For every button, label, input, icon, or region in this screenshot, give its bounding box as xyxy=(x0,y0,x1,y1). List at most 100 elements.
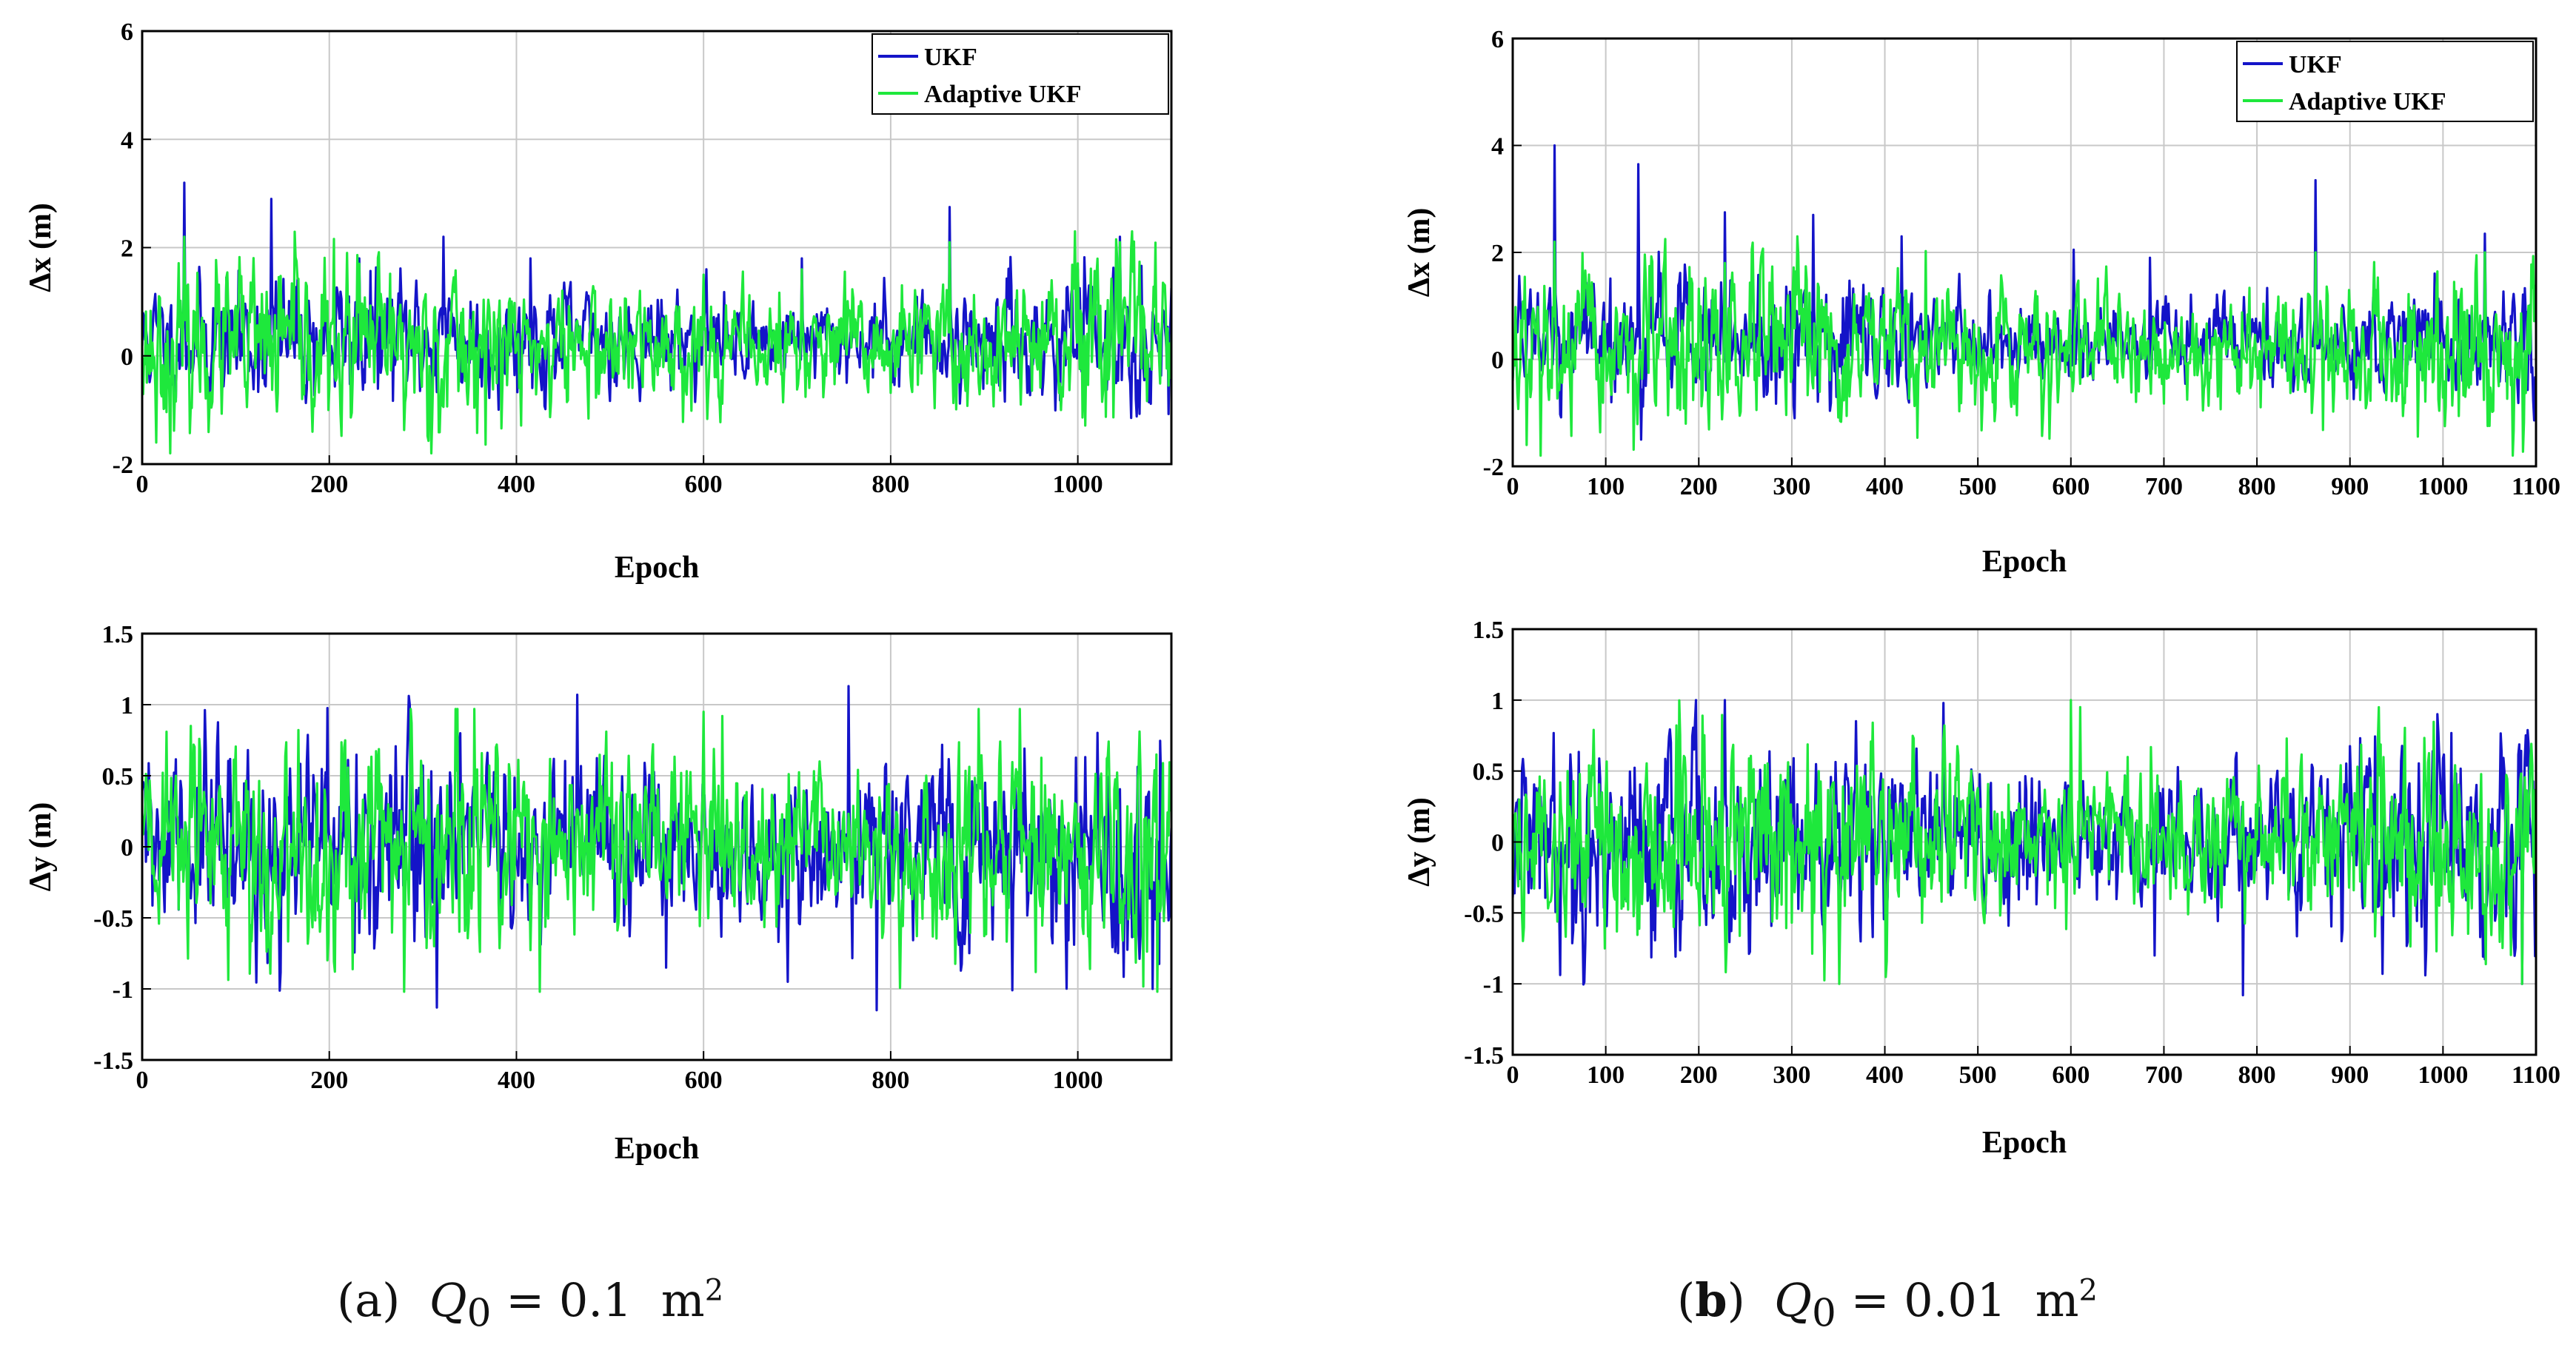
y-tick-label: 0.5 xyxy=(102,763,134,791)
y-tick-label: 0 xyxy=(1491,830,1504,857)
caption-a-equals: = xyxy=(506,1273,545,1327)
x-axis-label: Epoch xyxy=(1982,1126,2067,1160)
series-line-adaptive-ukf xyxy=(1513,699,2536,985)
x-tick-label: 1100 xyxy=(2512,1061,2560,1089)
x-tick-label: 800 xyxy=(2238,1061,2276,1089)
y-axis-label: Δy (m) xyxy=(1402,797,1436,887)
x-tick-label: 700 xyxy=(2145,473,2183,500)
y-tick-label: 0 xyxy=(1491,347,1504,375)
series-line-adaptive-ukf xyxy=(1513,235,2536,457)
chart-b-dy: 0 100 200 300 400 500 600 700 800 900 1000 1100 -1.5… xyxy=(1402,617,2560,1160)
x-tick-label: 1000 xyxy=(1053,471,1103,498)
y-tick-label: 2 xyxy=(1491,240,1504,267)
caption-b-equals: = xyxy=(1850,1273,1890,1327)
x-tick-label: 0 xyxy=(1507,1061,1519,1089)
legend-label-ukf: UKF xyxy=(2289,51,2342,78)
x-tick-label: 100 xyxy=(1587,473,1625,500)
x-tick-label: 600 xyxy=(685,1067,723,1094)
chart-a-dy: 0 200 400 600 800 1000 -1.5 -1 -0.5 0 0.5 1 1.5 Epoch… xyxy=(24,621,1173,1166)
x-tick-label: 0 xyxy=(136,1067,149,1094)
caption-a-subscript: 0 xyxy=(466,1291,492,1336)
caption-b-label: b xyxy=(1695,1273,1727,1327)
y-axis-label: Δy (m) xyxy=(24,802,58,892)
y-tick-label: -1.5 xyxy=(93,1047,133,1075)
x-tick-label: 500 xyxy=(1959,473,1997,500)
y-tick-label: 0.5 xyxy=(1473,759,1505,786)
y-tick-label: -0.5 xyxy=(1464,900,1504,927)
x-tick-label: 200 xyxy=(310,1067,348,1094)
x-tick-label: 800 xyxy=(872,471,909,498)
caption-a-unit-exp: 2 xyxy=(704,1273,724,1308)
legend: UKF Adaptive UKF xyxy=(872,33,1169,115)
legend-label-adaptive-ukf: Adaptive UKF xyxy=(2289,88,2446,115)
y-tick-label: -2 xyxy=(1483,454,1504,481)
chart-b-dx: 0 100 200 300 400 500 600 700 800 900 1000 1100-202… xyxy=(1402,26,2560,579)
y-tick-label: 1.5 xyxy=(102,621,134,648)
caption-a-value: 0.1 xyxy=(558,1273,632,1327)
caption-b: (b) Q0 = 0.01 m2 xyxy=(1677,1273,2098,1336)
y-tick-label: 0 xyxy=(121,834,133,862)
x-tick-label: 600 xyxy=(685,471,723,498)
x-tick-label: 0 xyxy=(1507,473,1519,500)
y-tick-label: -1 xyxy=(1483,971,1504,999)
y-axis-label: Δx (m) xyxy=(24,203,58,292)
y-axis-label: Δx (m) xyxy=(1402,208,1436,298)
x-tick-label: 200 xyxy=(1680,473,1718,500)
x-tick-label: 600 xyxy=(2052,473,2090,500)
x-tick-label: 200 xyxy=(310,471,348,498)
series-line-adaptive-ukf xyxy=(142,708,1171,993)
y-tick-label: 1 xyxy=(1491,688,1504,715)
y-tick-label: 6 xyxy=(121,19,133,46)
series-line-adaptive-ukf xyxy=(142,230,1171,454)
x-tick-label: 600 xyxy=(2052,1061,2090,1089)
y-tick-label: 1.5 xyxy=(1473,617,1505,644)
x-tick-label: 1000 xyxy=(1053,1067,1103,1094)
x-tick-label: 400 xyxy=(1866,473,1904,500)
caption-a-label: a xyxy=(355,1273,383,1327)
y-tick-label: 4 xyxy=(121,127,133,154)
x-tick-label: 1000 xyxy=(2418,473,2468,500)
x-tick-label: 700 xyxy=(2145,1061,2183,1089)
y-tick-label: 4 xyxy=(1491,133,1504,161)
x-tick-label: 800 xyxy=(872,1067,909,1094)
y-tick-label: -1 xyxy=(113,976,133,1004)
caption-b-value: 0.01 xyxy=(1904,1273,2007,1327)
x-tick-label: 400 xyxy=(498,1067,535,1094)
x-axis-label: Epoch xyxy=(1982,545,2067,579)
x-tick-label: 1000 xyxy=(2418,1061,2468,1089)
x-axis-label: Epoch xyxy=(615,1132,699,1166)
x-tick-label: 100 xyxy=(1587,1061,1625,1089)
caption-b-subscript: 0 xyxy=(1812,1291,1836,1336)
caption-a-symbol: Q xyxy=(429,1273,467,1327)
y-tick-label: 2 xyxy=(121,235,133,263)
y-tick-label: 0 xyxy=(121,343,133,371)
y-tick-label: -2 xyxy=(113,452,133,479)
legend-box xyxy=(872,33,1169,115)
x-tick-label: 900 xyxy=(2331,1061,2369,1089)
y-tick-label: 1 xyxy=(121,692,133,719)
legend-box xyxy=(2236,41,2534,122)
x-tick-label: 300 xyxy=(1773,473,1810,500)
x-tick-label: 1100 xyxy=(2512,473,2560,500)
x-tick-label: 500 xyxy=(1959,1061,1997,1089)
x-tick-label: 400 xyxy=(498,471,535,498)
caption-b-unit-exp: 2 xyxy=(2078,1273,2098,1308)
legend: UKF Adaptive UKF xyxy=(2236,41,2534,122)
y-tick-label: 6 xyxy=(1491,26,1504,53)
x-tick-label: 200 xyxy=(1680,1061,1718,1089)
x-tick-label: 800 xyxy=(2238,473,2276,500)
x-tick-label: 900 xyxy=(2331,473,2369,500)
x-tick-label: 300 xyxy=(1773,1061,1810,1089)
caption-b-symbol: Q xyxy=(1774,1273,1813,1327)
x-axis-label: Epoch xyxy=(615,551,699,585)
caption-a: (a) Q0 = 0.1 m2 xyxy=(337,1273,724,1336)
legend-label-adaptive-ukf: Adaptive UKF xyxy=(924,81,1082,108)
caption-b-unit: m xyxy=(2035,1273,2079,1327)
x-tick-label: 0 xyxy=(136,471,149,498)
legend-label-ukf: UKF xyxy=(924,44,977,71)
y-tick-label: -0.5 xyxy=(93,905,133,933)
x-tick-label: 400 xyxy=(1866,1061,1904,1089)
caption-a-unit: m xyxy=(660,1273,705,1327)
